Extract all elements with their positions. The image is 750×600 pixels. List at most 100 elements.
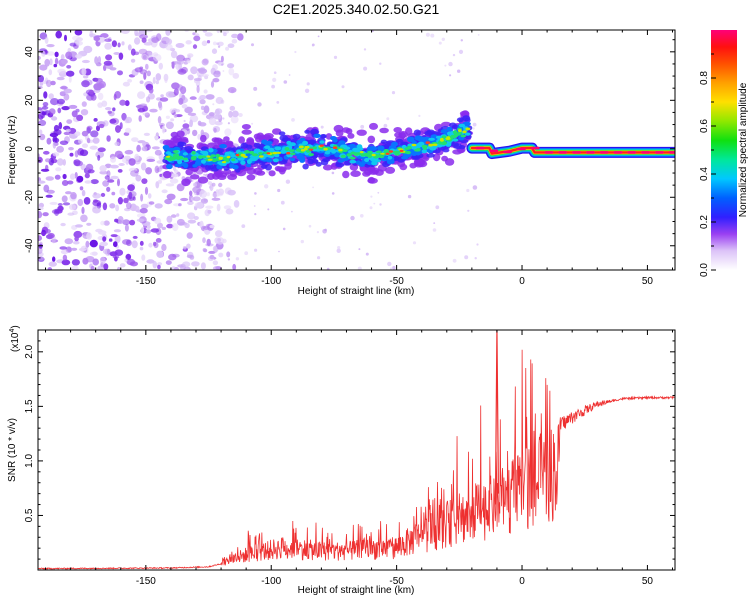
sparse-point (217, 238, 222, 242)
noise-blob (99, 241, 108, 247)
noise-blob (43, 184, 50, 193)
sparse-point (227, 122, 230, 125)
x-tick-label: -100 (261, 576, 281, 587)
band-blob (377, 145, 385, 151)
noise-blob (61, 106, 70, 111)
band-blob (300, 148, 306, 152)
noise-blob (154, 217, 162, 225)
noise-blob (117, 169, 123, 173)
noise-blob (87, 169, 95, 174)
band-blob (441, 135, 447, 139)
noise-blob (140, 203, 149, 209)
noise-blob (66, 65, 72, 69)
sparse-point (377, 191, 380, 194)
sparse-point (363, 48, 367, 51)
band-blob (446, 126, 453, 132)
noise-blob (52, 141, 57, 149)
noise-blob (73, 240, 80, 245)
y-tick-label: 0 (24, 146, 35, 152)
x-tick-label: -50 (389, 276, 404, 287)
band-blob (441, 141, 448, 145)
noise-blob (196, 85, 200, 94)
band-blob (340, 154, 346, 158)
band-blob (462, 130, 467, 134)
band-blob (278, 131, 286, 136)
noise-blob (176, 58, 185, 65)
noise-blob (47, 232, 55, 239)
noise-blob (102, 202, 108, 211)
noise-blob (182, 123, 190, 129)
noise-blob (165, 43, 173, 51)
noise-blob (212, 260, 219, 266)
noise-blob (215, 266, 222, 270)
sparse-point (358, 248, 361, 251)
noise-blob (226, 251, 231, 258)
band-blob (237, 165, 246, 170)
noise-blob (231, 110, 239, 118)
sparse-point (458, 49, 464, 55)
band-blob (241, 124, 251, 130)
band-blob (258, 152, 263, 155)
noise-blob (70, 192, 77, 200)
noise-blob (110, 175, 119, 180)
noise-blob (141, 178, 148, 185)
noise-blob (71, 259, 80, 266)
noise-blob (88, 89, 94, 95)
noise-blob (217, 188, 225, 196)
snr-spike (494, 330, 500, 505)
sparse-point (472, 127, 475, 130)
band-blob (207, 164, 215, 170)
band-blob (315, 161, 322, 167)
noise-blob (193, 77, 202, 82)
noise-blob (39, 82, 44, 86)
band-blob (465, 127, 471, 131)
y-tick-label: 1.5 (24, 399, 35, 413)
band-blob (200, 150, 207, 154)
sparse-point (223, 32, 227, 37)
sparse-point (320, 125, 324, 129)
sparse-point (360, 124, 365, 129)
band-blob (439, 138, 444, 142)
band-blob (388, 150, 394, 153)
sparse-point (214, 111, 217, 114)
sparse-point (387, 261, 392, 267)
noise-blob (73, 159, 81, 167)
noise-blob (180, 197, 189, 202)
noise-blob (228, 110, 233, 118)
noise-blob (178, 203, 182, 207)
noise-blob (119, 187, 126, 196)
spectrogram-marks (38, 30, 675, 270)
noise-blob (86, 125, 93, 131)
noise-blob (206, 40, 211, 44)
band-blob (367, 151, 373, 156)
noise-blob (144, 186, 149, 195)
noise-blob (119, 263, 126, 268)
noise-blob (100, 256, 106, 265)
noise-blob (53, 124, 60, 132)
noise-blob (97, 56, 101, 64)
noise-blob (208, 117, 217, 126)
spectrogram-panel: -150 -100 -50 0 50 -40 -20 0 20 40 Height of stra… (7, 29, 676, 297)
noise-blob (209, 224, 215, 229)
noise-blob (143, 72, 147, 80)
noise-blob (65, 128, 71, 133)
noise-blob (129, 219, 136, 226)
noise-blob (208, 112, 215, 117)
noise-blob (38, 119, 47, 127)
band-blob (323, 147, 328, 151)
sparse-point (217, 45, 221, 48)
noise-blob (72, 35, 81, 41)
sparse-point (316, 231, 319, 234)
noise-blob (97, 230, 107, 235)
sparse-point (363, 66, 368, 71)
noise-blob (79, 149, 89, 157)
noise-blob (212, 41, 217, 46)
noise-blob (125, 127, 132, 134)
noise-blob (103, 263, 109, 270)
sparse-point (306, 82, 310, 86)
noise-blob (38, 180, 46, 184)
noise-blob (136, 218, 145, 222)
noise-blob (137, 91, 146, 99)
noise-blob (215, 108, 223, 115)
sparse-point (222, 70, 225, 72)
